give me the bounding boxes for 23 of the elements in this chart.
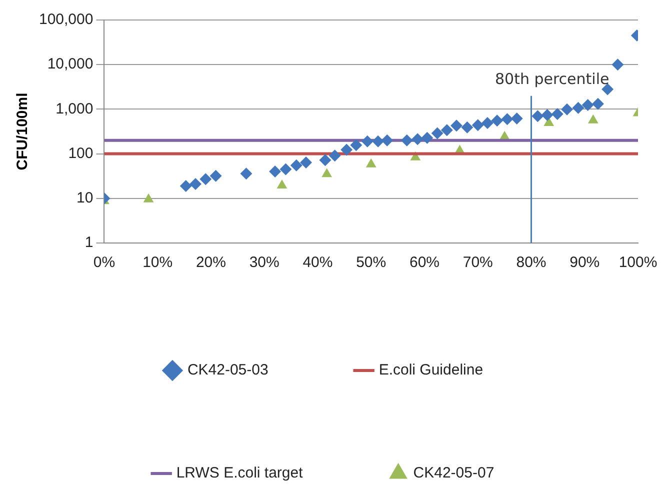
y-tick-label: 1 bbox=[84, 234, 94, 252]
legend-label: E.coli Guideline bbox=[378, 362, 484, 379]
x-tick-label: 50% bbox=[356, 254, 386, 272]
x-tick-label: 80% bbox=[516, 254, 546, 272]
ref-line-label: 80th percentile bbox=[494, 70, 610, 88]
y-tick-label: 10,000 bbox=[47, 56, 94, 73]
y-tick-label: 100,000 bbox=[38, 11, 94, 28]
y-tick-label: 1,000 bbox=[56, 100, 94, 118]
x-tick-label: 40% bbox=[302, 254, 333, 272]
x-tick-label: 60% bbox=[409, 254, 440, 272]
legend-label: CK42-05-07 bbox=[413, 464, 494, 482]
x-tick-label: 30% bbox=[249, 254, 280, 272]
legend-label: CK42-05-03 bbox=[187, 362, 268, 379]
x-tick-label: 0% bbox=[93, 254, 116, 272]
x-tick-label: 70% bbox=[462, 254, 493, 272]
x-tick-label: 100% bbox=[618, 254, 658, 272]
y-tick-label: 100 bbox=[68, 144, 94, 162]
x-tick-label: 10% bbox=[142, 254, 173, 272]
legend-label: LRWS E.coli target bbox=[176, 464, 304, 482]
y-tick-label: 10 bbox=[76, 190, 94, 207]
x-tick-label: 90% bbox=[570, 254, 600, 272]
x-tick-label: 20% bbox=[196, 254, 226, 272]
y-axis-title: CFU/100ml bbox=[14, 92, 32, 170]
